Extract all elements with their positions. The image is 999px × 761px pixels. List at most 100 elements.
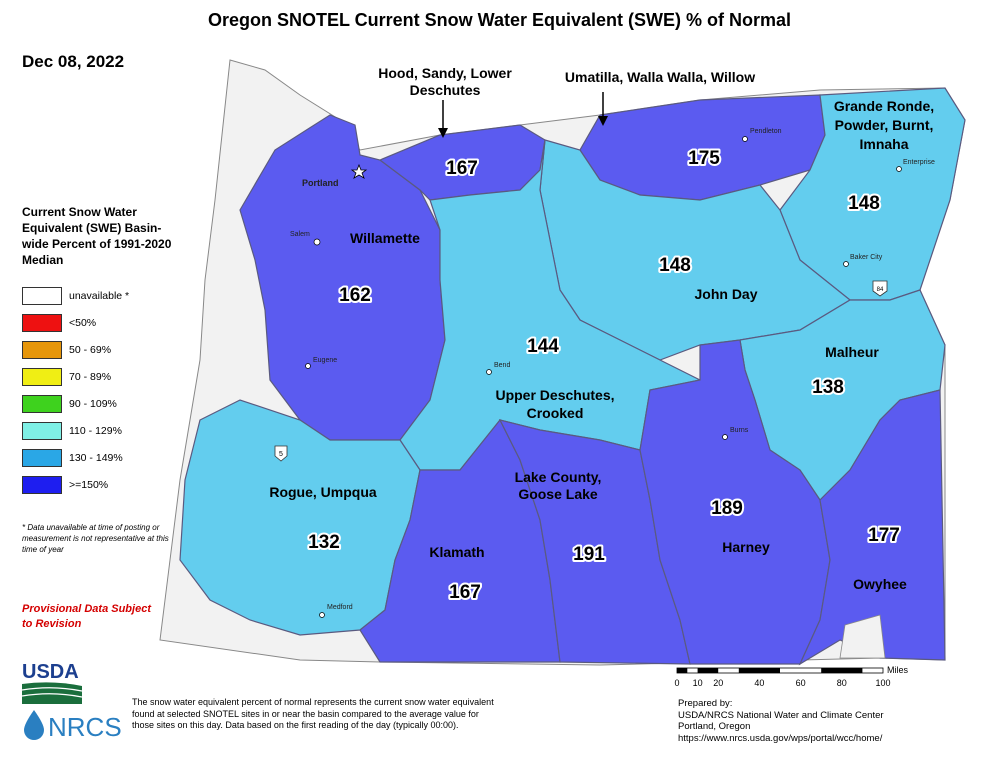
scale-tick: 60 — [796, 678, 806, 688]
svg-text:84: 84 — [877, 287, 884, 293]
legend-label: >=150% — [69, 479, 109, 491]
legend-label: 70 - 89% — [69, 371, 112, 383]
city-label-portland: Portland — [302, 178, 339, 188]
scale-unit: Miles — [887, 665, 909, 675]
legend-label: 50 - 69% — [69, 344, 112, 356]
legend-item-unavailable: unavailable * — [22, 287, 172, 307]
legend-label: 110 - 129% — [69, 425, 122, 437]
scale-tick: 100 — [875, 678, 890, 688]
legend-swatch — [22, 395, 62, 413]
basin-name-upper-deschutes-line2: Crooked — [527, 405, 584, 421]
basin-name-malheur: Malheur — [825, 344, 879, 360]
city-dot-icon — [319, 612, 325, 618]
basin-value-lake-county: 191 — [573, 544, 605, 565]
legend-item-lt50: <50% — [22, 314, 172, 334]
city-dot-icon — [742, 136, 748, 142]
basin-name-lake-county-line1: Lake County, — [515, 469, 602, 485]
prepared-by-heading: Prepared by: — [678, 698, 733, 709]
callout-hood-sandy: Hood, Sandy, Lower Deschutes — [378, 65, 512, 98]
svg-text:NRCS: NRCS — [48, 712, 122, 742]
legend-item-110-129: 110 - 129% — [22, 422, 172, 442]
city-eugene: Eugene — [305, 357, 337, 369]
prepared-by-city: Portland, Oregon — [678, 721, 751, 732]
legend-swatch — [22, 341, 62, 359]
prepared-by-url[interactable]: https://www.nrcs.usda.gov/wps/portal/wcc… — [678, 732, 883, 744]
city-portland: Portland — [302, 163, 368, 188]
city-dot-icon — [486, 369, 492, 375]
basin-name-klamath: Klamath — [429, 544, 484, 560]
city-pendleton: Pendleton — [742, 128, 782, 142]
callout-umatilla: Umatilla, Walla Walla, Willow — [564, 69, 756, 85]
map-description: The snow water equivalent percent of nor… — [132, 697, 494, 730]
scale-tick: 0 — [674, 678, 679, 688]
basin-value-hood-sandy: 167 — [446, 158, 478, 179]
basin-value-willamette: 162 — [339, 285, 371, 306]
city-label-pendleton: Pendleton — [750, 128, 782, 135]
scale-bar: Miles 0 10 20 40 60 80 100 — [674, 665, 909, 688]
scale-tick: 80 — [837, 678, 847, 688]
basin-name-grande-ronde-line1: Grande Ronde, — [834, 98, 934, 114]
city-dot-icon — [843, 261, 849, 267]
basin-value-owyhee: 177 — [868, 525, 900, 546]
hood-callout-arrowhead — [438, 128, 448, 138]
legend-label: <50% — [69, 317, 97, 329]
nrcs-logo: NRCS — [24, 710, 122, 742]
basin-name-rogue-umpqua: Rogue, Umpqua — [269, 484, 377, 500]
city-label-medford: Medford — [327, 604, 353, 611]
basin-value-umatilla: 175 — [688, 148, 720, 169]
city-label-eugene: Eugene — [313, 357, 337, 364]
interstate-5-shield: 5 — [274, 445, 288, 462]
city-salem: Salem — [290, 231, 321, 246]
basin-harney[interactable] — [639, 339, 831, 665]
legend-swatch — [22, 368, 62, 386]
city-label-bend: Bend — [494, 362, 510, 369]
basin-name-grande-ronde-line3: Imnaha — [859, 136, 908, 152]
city-bend: Bend — [486, 362, 510, 375]
city-dot-icon — [896, 166, 902, 172]
legend-label: 130 - 149% — [69, 452, 123, 464]
basin-value-grande-ronde: 148 — [848, 193, 880, 214]
svg-text:USDA: USDA — [22, 661, 79, 683]
basin-name-grande-ronde-line2: Powder, Burnt, — [835, 117, 934, 133]
legend-label: unavailable * — [69, 290, 130, 302]
usda-logo: USDA — [22, 661, 82, 704]
legend-item-70-89: 70 - 89% — [22, 368, 172, 388]
basin-name-owyhee: Owyhee — [853, 576, 907, 592]
map-title: Oregon SNOTEL Current Snow Water Equival… — [207, 10, 792, 30]
basin-value-klamath: 167 — [449, 582, 481, 603]
capital-icon — [313, 238, 321, 246]
legend-swatch — [22, 476, 62, 494]
basin-value-upper-deschutes: 144 — [527, 336, 559, 357]
city-label-burns: Burns — [730, 427, 749, 434]
basin-owyhee[interactable] — [798, 389, 946, 666]
legend-footnote: * Data unavailable at time of posting or… — [22, 523, 169, 554]
legend-swatch — [22, 314, 62, 332]
legend-swatch — [22, 422, 62, 440]
basin-name-harney: Harney — [722, 539, 770, 555]
city-baker-city: Baker City — [843, 254, 883, 267]
legend-item-130-149: 130 - 149% — [22, 449, 172, 469]
umatilla-callout-arrowhead — [598, 116, 608, 126]
unavailable-area — [839, 614, 886, 659]
city-label-baker-city: Baker City — [850, 254, 883, 261]
scale-tick: 10 — [693, 678, 703, 688]
legend-title: Current Snow Water Equivalent (SWE) Basi… — [22, 205, 172, 267]
prepared-by: Prepared by: USDA/NRCS National Water an… — [678, 698, 884, 744]
scale-tick: 40 — [754, 678, 764, 688]
interstate-84-shield: 84 — [872, 280, 888, 297]
basin-value-rogue-umpqua: 132 — [308, 532, 340, 553]
legend-swatch — [22, 449, 62, 467]
basin-value-harney: 189 — [711, 498, 743, 519]
city-label-salem: Salem — [290, 231, 310, 238]
legend-item-gte150: >=150% — [22, 476, 172, 496]
basin-value-john-day: 148 — [659, 255, 691, 276]
star-icon — [350, 163, 368, 179]
basin-value-malheur: 138 — [812, 377, 844, 398]
city-dot-icon — [305, 363, 311, 369]
basin-name-upper-deschutes-line1: Upper Deschutes, — [495, 387, 614, 403]
legend-item-50-69: 50 - 69% — [22, 341, 172, 361]
city-medford: Medford — [319, 604, 353, 618]
basin-name-willamette: Willamette — [350, 230, 420, 246]
map-date: Dec 08, 2022 — [22, 52, 125, 71]
